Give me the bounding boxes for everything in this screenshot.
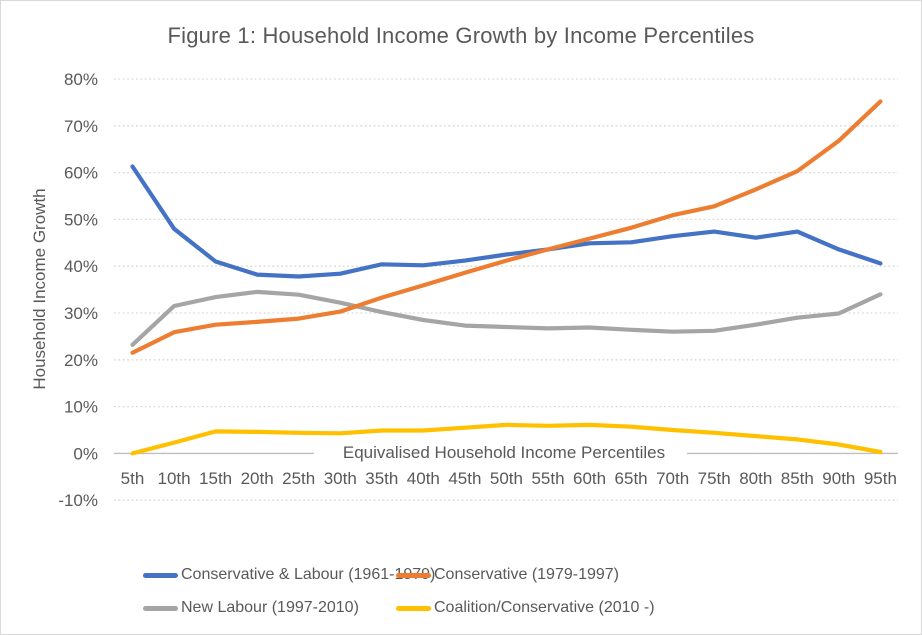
y-tick-label: 30% bbox=[64, 304, 98, 323]
legend-item: Coalition/Conservative (2010 -) bbox=[396, 599, 655, 617]
series-line-2 bbox=[130, 99, 883, 355]
series-1-swatch bbox=[143, 572, 178, 578]
x-tick-label: 55th bbox=[531, 469, 564, 488]
x-tick-label: 60th bbox=[573, 469, 606, 488]
y-tick-label: 0% bbox=[73, 444, 98, 463]
legend-label: New Labour (1997-2010) bbox=[181, 599, 359, 616]
series-2-swatch bbox=[396, 572, 431, 578]
legend-label: Conservative & Labour (1961-1979) bbox=[181, 566, 436, 583]
y-tick-label: -10% bbox=[58, 491, 98, 510]
y-tick-label: 70% bbox=[64, 117, 98, 136]
legend-item: New Labour (1997-2010) bbox=[143, 599, 359, 617]
x-tick-label: 90th bbox=[822, 469, 855, 488]
x-tick-label: 40th bbox=[407, 469, 440, 488]
x-tick-label: 30th bbox=[324, 469, 357, 488]
legend-label: Coalition/Conservative (2010 -) bbox=[434, 599, 655, 616]
x-tick-label: 85th bbox=[781, 469, 814, 488]
series-3-swatch bbox=[143, 605, 178, 611]
y-tick-label: 10% bbox=[64, 398, 98, 417]
x-tick-label: 5th bbox=[121, 469, 145, 488]
legend-item: Conservative & Labour (1961-1979) bbox=[143, 566, 435, 584]
legend-label: Conservative (1979-1997) bbox=[434, 566, 619, 583]
x-tick-label: 10th bbox=[158, 469, 191, 488]
x-tick-label: 65th bbox=[615, 469, 648, 488]
x-tick-label: 75th bbox=[698, 469, 731, 488]
x-tick-label: 35th bbox=[365, 469, 398, 488]
x-tick-label: 45th bbox=[448, 469, 481, 488]
series-line-3 bbox=[130, 289, 883, 347]
x-tick-label: 15th bbox=[199, 469, 232, 488]
legend-item: Conservative (1979-1997) bbox=[396, 566, 619, 584]
y-tick-label: 50% bbox=[64, 210, 98, 229]
x-tick-label: 25th bbox=[282, 469, 315, 488]
x-tick-label: 95th bbox=[864, 469, 897, 488]
y-tick-label: 40% bbox=[64, 257, 98, 276]
x-tick-label: 20th bbox=[241, 469, 274, 488]
chart-title: Figure 1: Household Income Growth by Inc… bbox=[167, 23, 755, 48]
x-tick-label: 70th bbox=[656, 469, 689, 488]
y-tick-label: 80% bbox=[64, 70, 98, 89]
y-tick-label: 60% bbox=[64, 164, 98, 183]
x-tick-label: 80th bbox=[739, 469, 772, 488]
series-line-4 bbox=[130, 422, 883, 456]
x-tick-label: 50th bbox=[490, 469, 523, 488]
series-4-swatch bbox=[396, 605, 431, 611]
x-axis-title: Equivalised Household Income Percentiles bbox=[337, 443, 671, 463]
y-tick-label: 20% bbox=[64, 351, 98, 370]
series-line-1 bbox=[130, 164, 883, 279]
